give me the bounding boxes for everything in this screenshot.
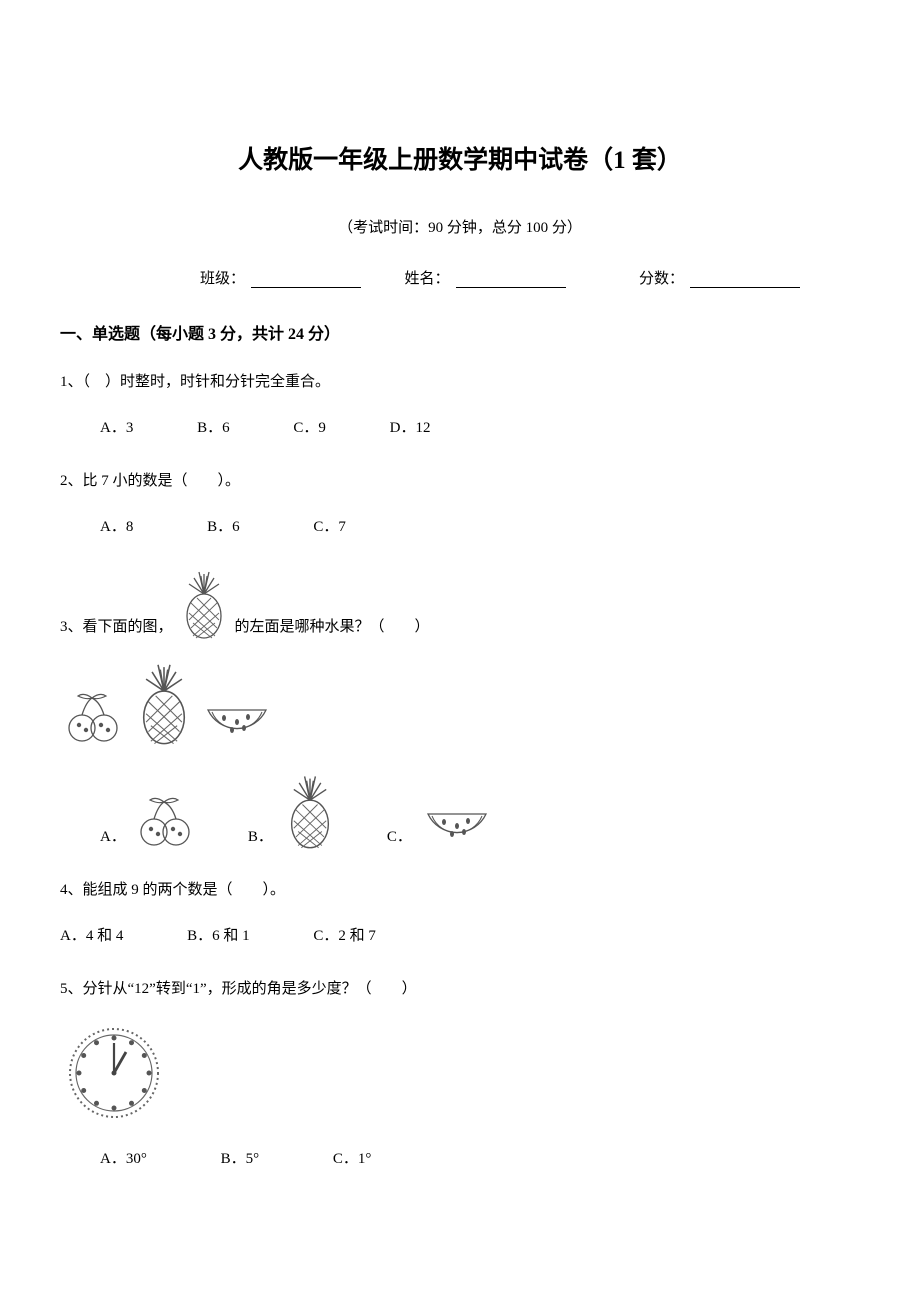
q4-opt-c: C．2 和 7 [313,924,376,950]
section-1-header: 一、单选题（每小题 3 分，共计 24 分） [60,320,860,344]
class-label: 班级： [200,271,245,287]
watermelon-icon [202,702,272,746]
q4-opt-b: B．6 和 1 [187,924,250,950]
q1-text-pre: 1、（ [60,374,90,390]
q1-text-post: ）时整时，时针和分针完全重合。 [105,374,330,390]
page-title: 人教版一年级上册数学期中试卷（1 套） [60,140,860,176]
question-2: 2、比 7 小的数是（ ）。 A．8 B．6 C．7 [60,469,860,540]
name-label: 姓名： [405,271,450,287]
exam-subtitle: （考试时间：90 分钟，总分 100 分） [60,216,860,237]
question-4: 4、能组成 9 的两个数是（ ）。 A．4 和 4 B．6 和 1 C．2 和 … [60,878,860,949]
q3-text-post: 的左面是哪种水果？（ ） [235,615,430,641]
question-1: 1、（ ）时整时，时针和分针完全重合。 A．3 B．6 C．9 D．12 [60,370,860,441]
cherry-icon [64,690,126,746]
pineapple-icon [283,772,337,850]
q1-opt-d: D．12 [390,416,431,442]
q1-opt-a: A．3 [100,416,133,442]
q2-opt-a: A．8 [100,515,133,541]
clock-icon [64,1023,164,1123]
q3-opt-b: B． [248,772,337,850]
q5-opt-c: C．1° [333,1147,372,1173]
question-5: 5、分针从“12”转到“1”，形成的角是多少度？（ ） A．30° B．5° C… [60,977,860,1172]
q2-opt-b: B．6 [207,515,240,541]
q3-opt-a-label: A． [100,825,126,851]
pineapple-icon [134,660,194,746]
question-3: 3、看下面的图， 的左面是哪种水果？（ ） A． B． C． [60,568,860,850]
class-blank [251,272,361,288]
q4-opt-a: A．4 和 4 [60,924,123,950]
q3-opt-b-label: B． [248,825,273,851]
q5-text: 5、分针从“12”转到“1”，形成的角是多少度？（ ） [60,977,860,1003]
score-blank [690,272,800,288]
q1-opt-b: B．6 [197,416,230,442]
watermelon-icon [422,806,492,850]
name-blank [456,272,566,288]
q4-text: 4、能组成 9 的两个数是（ ）。 [60,878,860,904]
q1-opt-c: C．9 [293,416,326,442]
q3-fruit-row [60,660,860,746]
q3-opt-a: A． [100,794,198,850]
q2-text: 2、比 7 小的数是（ ）。 [60,469,860,495]
q3-text-pre: 3、看下面的图， [60,615,173,641]
q3-opt-c: C． [387,806,492,850]
q2-opt-c: C．7 [313,515,346,541]
student-info-line: 班级： 姓名： 分数： [60,267,860,288]
pineapple-icon [179,568,229,640]
q5-opt-b: B．5° [221,1147,260,1173]
q3-opt-c-label: C． [387,825,412,851]
q5-opt-a: A．30° [100,1147,147,1173]
cherry-icon [136,794,198,850]
score-label: 分数： [639,271,684,287]
